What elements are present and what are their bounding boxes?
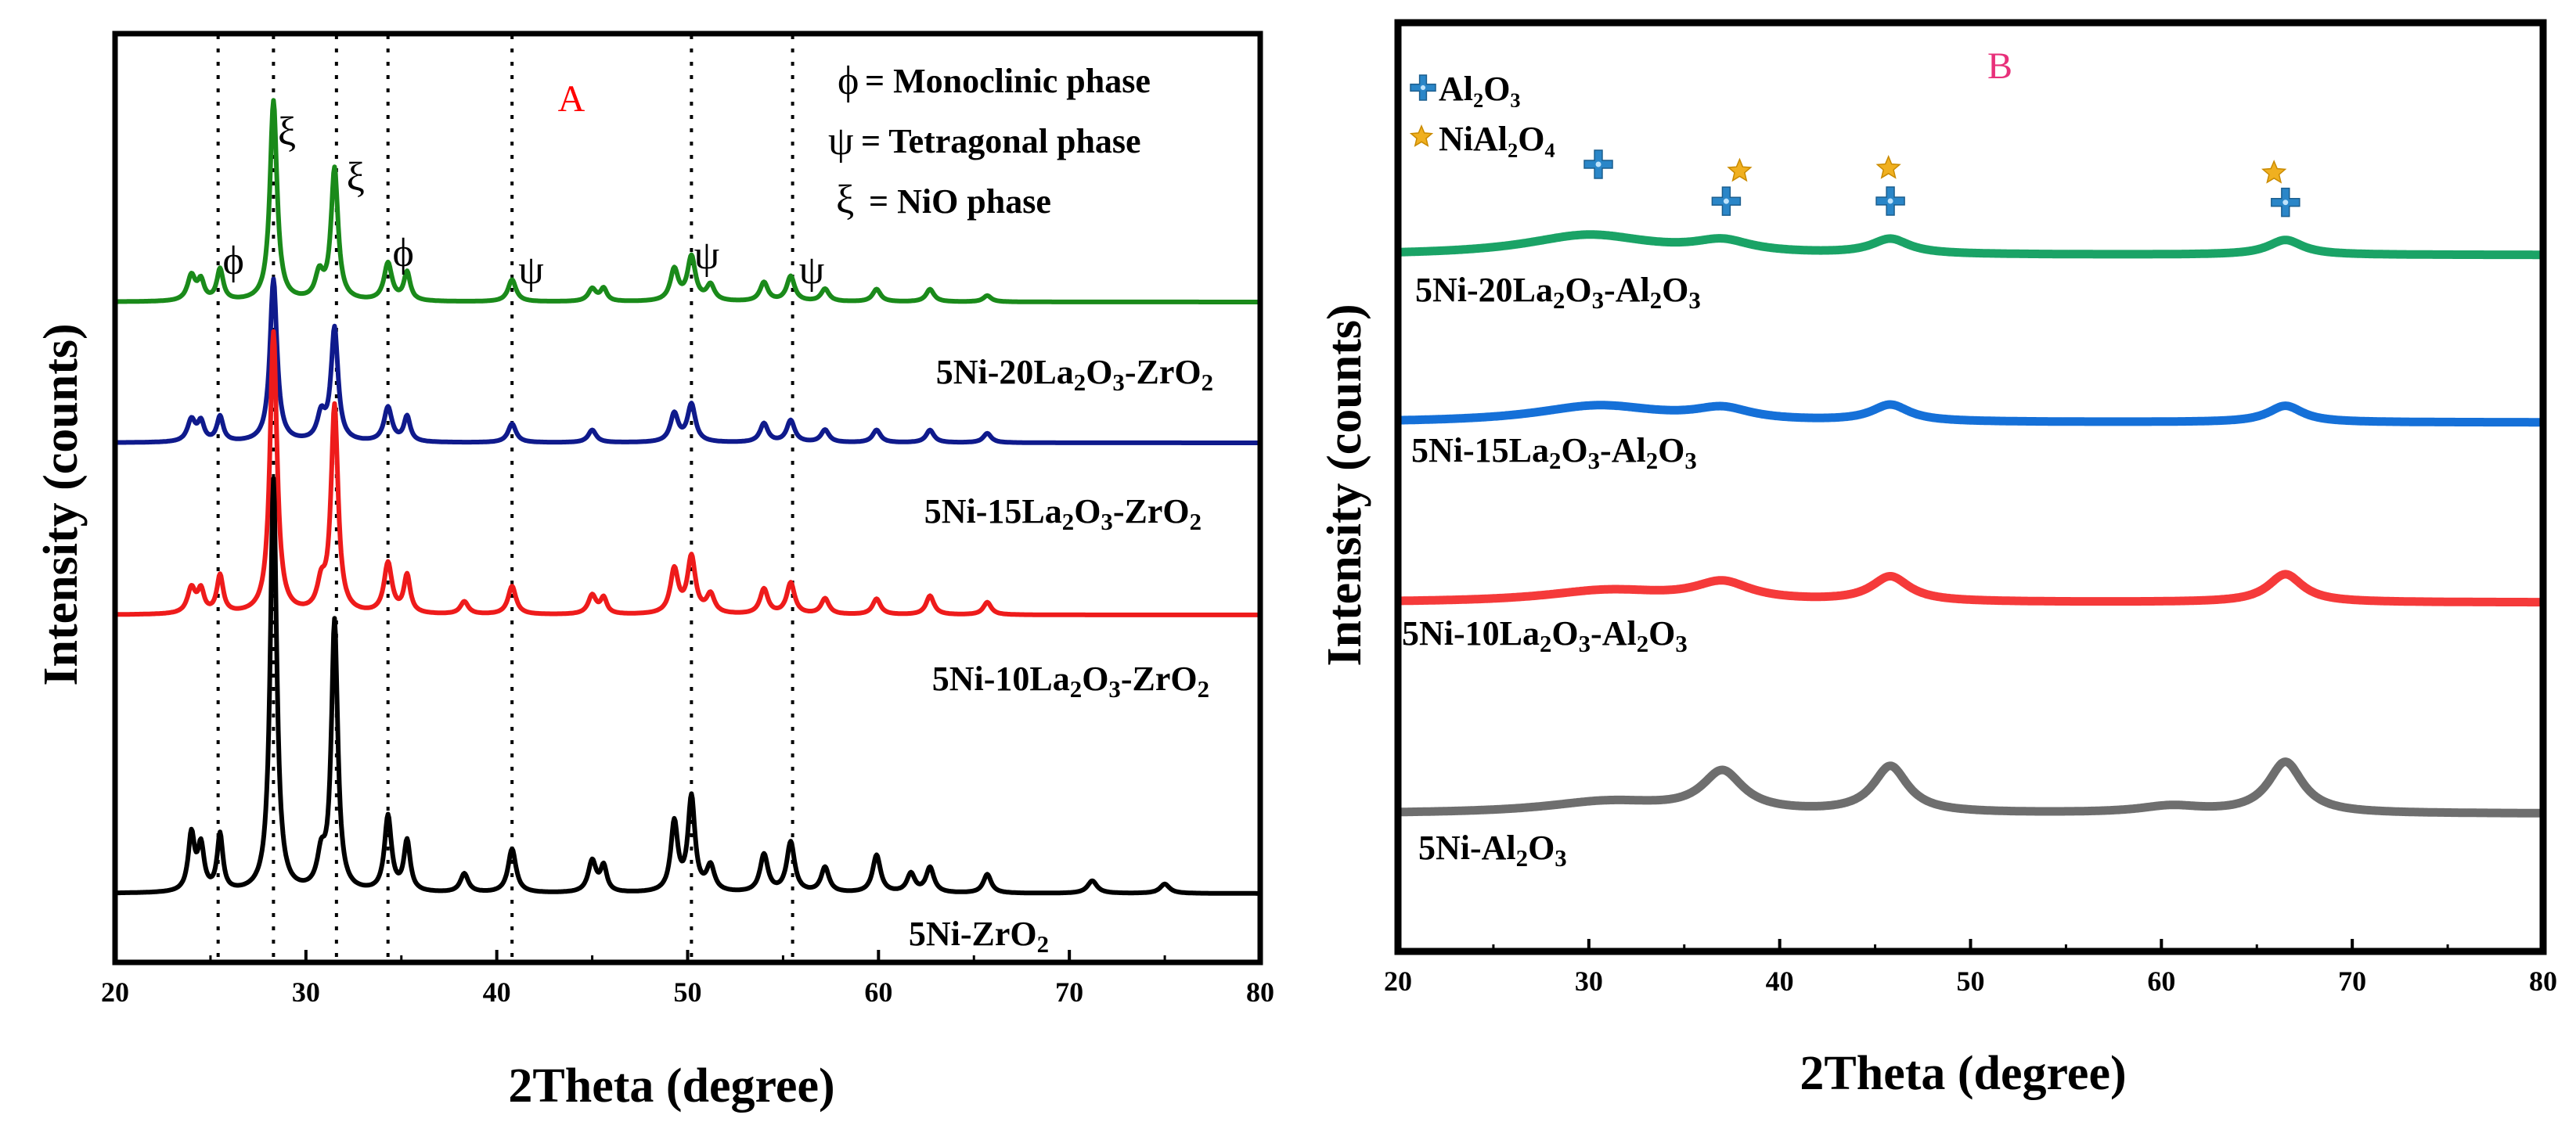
series-label-5ni-10la2o3-zro2: 5Ni-10La2​O3​-ZrO2​ bbox=[932, 660, 1209, 703]
panel-a-x-ticks: 20 30 40 50 60 70 80 bbox=[101, 950, 1274, 1008]
trace-5ni-al2o3 bbox=[1394, 757, 2547, 818]
phase-symbol-annotation: ψ bbox=[799, 248, 825, 293]
legend-tetragonal-symbol: ψ bbox=[828, 119, 854, 164]
panel-a-letter: A bbox=[558, 78, 585, 120]
nial2o4-star-icon bbox=[1727, 157, 1753, 182]
x-tick-label: 20 bbox=[101, 976, 129, 1008]
panel-a-x-axis-title: 2Theta (degree) bbox=[508, 1059, 834, 1113]
x-tick-label: 30 bbox=[292, 976, 320, 1008]
legend-monoclinic-symbol: ϕ bbox=[838, 59, 859, 103]
series-label-5ni-zro2: 5Ni-ZrO2​ bbox=[909, 915, 1049, 958]
x-tick-label: 30 bbox=[1575, 966, 1603, 997]
panel-b-series-labels: 5Ni-20La2​O3​-Al2​O3​ 5Ni-15La2​O3​-Al2​O… bbox=[1402, 271, 1701, 872]
legend-nio-symbol: ξ bbox=[836, 178, 854, 222]
phase-symbol-annotation: ψ bbox=[694, 233, 720, 278]
panel-a-legend: ϕ = Monoclinic phase ψ = Tetragonal phas… bbox=[828, 59, 1151, 222]
x-tick-label: 60 bbox=[864, 976, 892, 1008]
series-label-5ni-20la2o3-al2o3: 5Ni-20La2​O3​-Al2​O3​ bbox=[1415, 271, 1701, 314]
x-tick-label: 40 bbox=[1766, 966, 1794, 997]
trace-5ni-20la2o3-zro2 bbox=[113, 98, 1262, 304]
legend-nio-text: = NiO phase bbox=[869, 182, 1051, 221]
cross-center-dot bbox=[1723, 198, 1729, 204]
nial2o4-star-icon bbox=[1875, 155, 1901, 179]
legend-nial2o4-star-icon bbox=[1409, 124, 1434, 147]
panel-b-letter: B bbox=[1987, 45, 2012, 87]
series-label-5ni-15la2o3-al2o3: 5Ni-15La2​O3​-Al2​O3​ bbox=[1411, 431, 1697, 474]
series-label-5ni-10la2o3-al2o3: 5Ni-10La2​O3​-Al2​O3​ bbox=[1402, 614, 1688, 657]
panel-b-y-axis-title: Intensity (counts) bbox=[1318, 304, 1371, 666]
x-tick-label: 50 bbox=[674, 976, 702, 1008]
x-tick-label: 70 bbox=[1055, 976, 1083, 1008]
x-tick-label: 70 bbox=[2338, 966, 2366, 997]
trace-5ni-15la2o3-zro2 bbox=[113, 276, 1262, 445]
panel-a-y-axis-title: Intensity (counts) bbox=[34, 323, 88, 685]
panel-a-series-labels: 5Ni-20La2​O3​-ZrO2​ 5Ni-15La2​O3​-ZrO2​ 5N… bbox=[909, 353, 1213, 958]
cross-center-dot bbox=[1887, 198, 1893, 204]
trace-5ni-zro2 bbox=[113, 476, 1262, 896]
series-label-5ni-20la2o3-zro2: 5Ni-20La2​O3​-ZrO2​ bbox=[936, 353, 1213, 396]
trace-5ni-10la2o3-zro2 bbox=[113, 329, 1262, 617]
panel-b-legend: Al₂O₃ NiAl₂O₄ bbox=[1409, 70, 1555, 158]
x-tick-label: 80 bbox=[1246, 976, 1274, 1008]
x-tick-label: 80 bbox=[2529, 966, 2557, 997]
trace-5ni-10la2o3-al2o3 bbox=[1394, 570, 2547, 607]
legend-tetragonal-text: = Tetragonal phase bbox=[861, 122, 1141, 160]
trace-5ni-20la2o3-al2o3 bbox=[1394, 230, 2547, 260]
phase-symbol-annotation: ξ bbox=[278, 110, 296, 154]
legend-al2o3-cross-icon bbox=[1410, 74, 1436, 101]
x-tick-label: 40 bbox=[483, 976, 511, 1008]
panel-b-x-ticks: 20 30 40 50 60 70 80 bbox=[1384, 939, 2557, 997]
trace-5ni-15la2o3-al2o3 bbox=[1394, 400, 2547, 427]
panel-a-reference-lines bbox=[216, 35, 794, 961]
panel-b-peak-markers bbox=[1583, 149, 2300, 218]
x-tick-label: 20 bbox=[1384, 966, 1412, 997]
panel-b-traces bbox=[1394, 230, 2547, 818]
series-label-5ni-al2o3: 5Ni-Al2​O3​ bbox=[1418, 829, 1567, 872]
cross-center-dot bbox=[1420, 85, 1426, 91]
legend-al2o3-text: Al₂O₃ bbox=[1439, 70, 1521, 108]
panel-b-x-axis-title: 2Theta (degree) bbox=[1800, 1047, 2126, 1100]
series-label-5ni-15la2o3-zro2: 5Ni-15La2​O3​-ZrO2​ bbox=[924, 492, 1202, 535]
phase-symbol-annotation: ϕ bbox=[393, 231, 414, 275]
x-tick-label: 60 bbox=[2147, 966, 2175, 997]
panel-a-traces bbox=[113, 98, 1262, 896]
cross-center-dot bbox=[1595, 161, 1601, 167]
legend-monoclinic-text: = Monoclinic phase bbox=[865, 62, 1151, 100]
phase-symbol-annotation: ξ bbox=[347, 155, 365, 200]
phase-symbol-annotation: ϕ bbox=[222, 239, 243, 283]
nial2o4-star-icon bbox=[2261, 160, 2287, 184]
phase-symbol-annotation: ψ bbox=[518, 248, 544, 293]
x-tick-label: 50 bbox=[1957, 966, 1985, 997]
legend-nial2o4-text: NiAl₂O₄ bbox=[1439, 120, 1555, 158]
nial2o4-star-icon bbox=[1409, 124, 1434, 147]
cross-center-dot bbox=[2282, 200, 2289, 206]
